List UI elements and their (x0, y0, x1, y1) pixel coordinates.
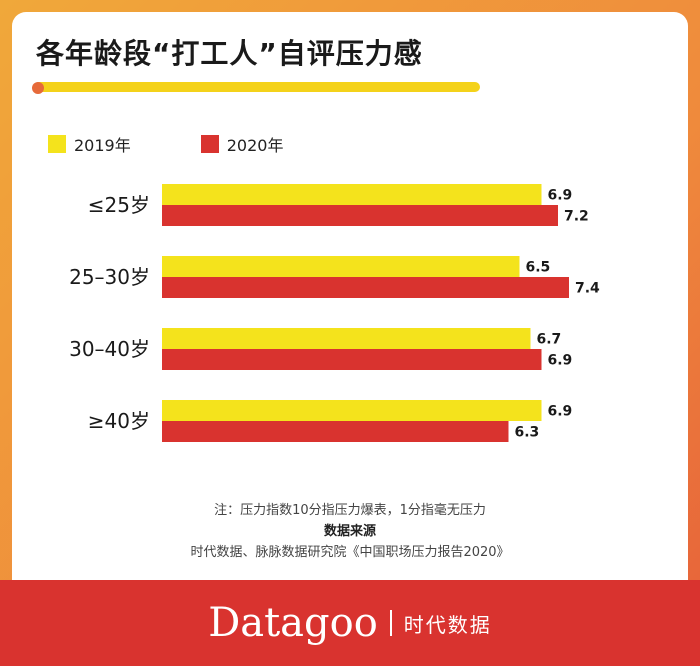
source-text: 时代数据、脉脉数据研究院《中国职场压力报告2020》 (190, 545, 510, 560)
legend-swatch-2019 (48, 135, 66, 153)
category-label: ≥40岁 (88, 409, 150, 433)
value-label: 6.7 (537, 332, 562, 348)
bar-2019 (162, 400, 542, 421)
bar-chart: ≤25岁 6.9 7.2 25–30岁 6.5 7.4 30–40岁 6.7 6.9 ≥40岁 6.… (69, 184, 600, 442)
chart-card: 各年龄段“打工人”自评压力感 2019年 2020年 ≤25岁 6.9 7.2 25–… (12, 12, 688, 580)
legend-label-2019: 2019年 (74, 136, 131, 155)
title-dot (32, 82, 44, 94)
bar-2020 (162, 349, 542, 370)
bar-2019 (162, 328, 531, 349)
bar-2020 (162, 277, 569, 298)
bar-2020 (162, 205, 558, 226)
bar-2019 (162, 256, 520, 277)
value-label: 7.2 (564, 209, 589, 225)
footer: Datagoo 时代数据 (0, 580, 700, 666)
category-label: 25–30岁 (69, 265, 150, 289)
category-label: ≤25岁 (88, 193, 150, 217)
brand-divider (389, 610, 392, 636)
value-label: 6.3 (515, 425, 540, 441)
notes: 注：压力指数10分指压力爆表，1分指毫无压力 数据来源 时代数据、脉脉数据研究院… (12, 500, 688, 563)
legend: 2019年 2020年 (48, 132, 283, 156)
brand-name-cn: 时代数据 (403, 612, 492, 637)
category-label: 30–40岁 (69, 337, 150, 361)
bar-2020 (162, 421, 509, 442)
legend-item-2020: 2020年 (200, 132, 284, 156)
legend-swatch-2020 (200, 135, 219, 153)
value-label: 6.9 (548, 353, 573, 369)
legend-label-2020: 2020年 (226, 136, 284, 155)
note-text: 注：压力指数10分指压力爆表，1分指毫无压力 (214, 503, 486, 518)
value-label: 7.4 (575, 281, 600, 297)
bar-2019 (162, 184, 542, 205)
chart-title: 各年龄段“打工人”自评压力感 (36, 37, 423, 70)
source-title: 数据来源 (323, 524, 376, 539)
value-label: 6.9 (548, 404, 573, 420)
legend-item-2019: 2019年 (48, 132, 131, 156)
value-label: 6.9 (548, 188, 573, 204)
title-underline (34, 82, 480, 92)
brand-logo: Datagoo (208, 600, 378, 646)
value-label: 6.5 (526, 260, 551, 276)
